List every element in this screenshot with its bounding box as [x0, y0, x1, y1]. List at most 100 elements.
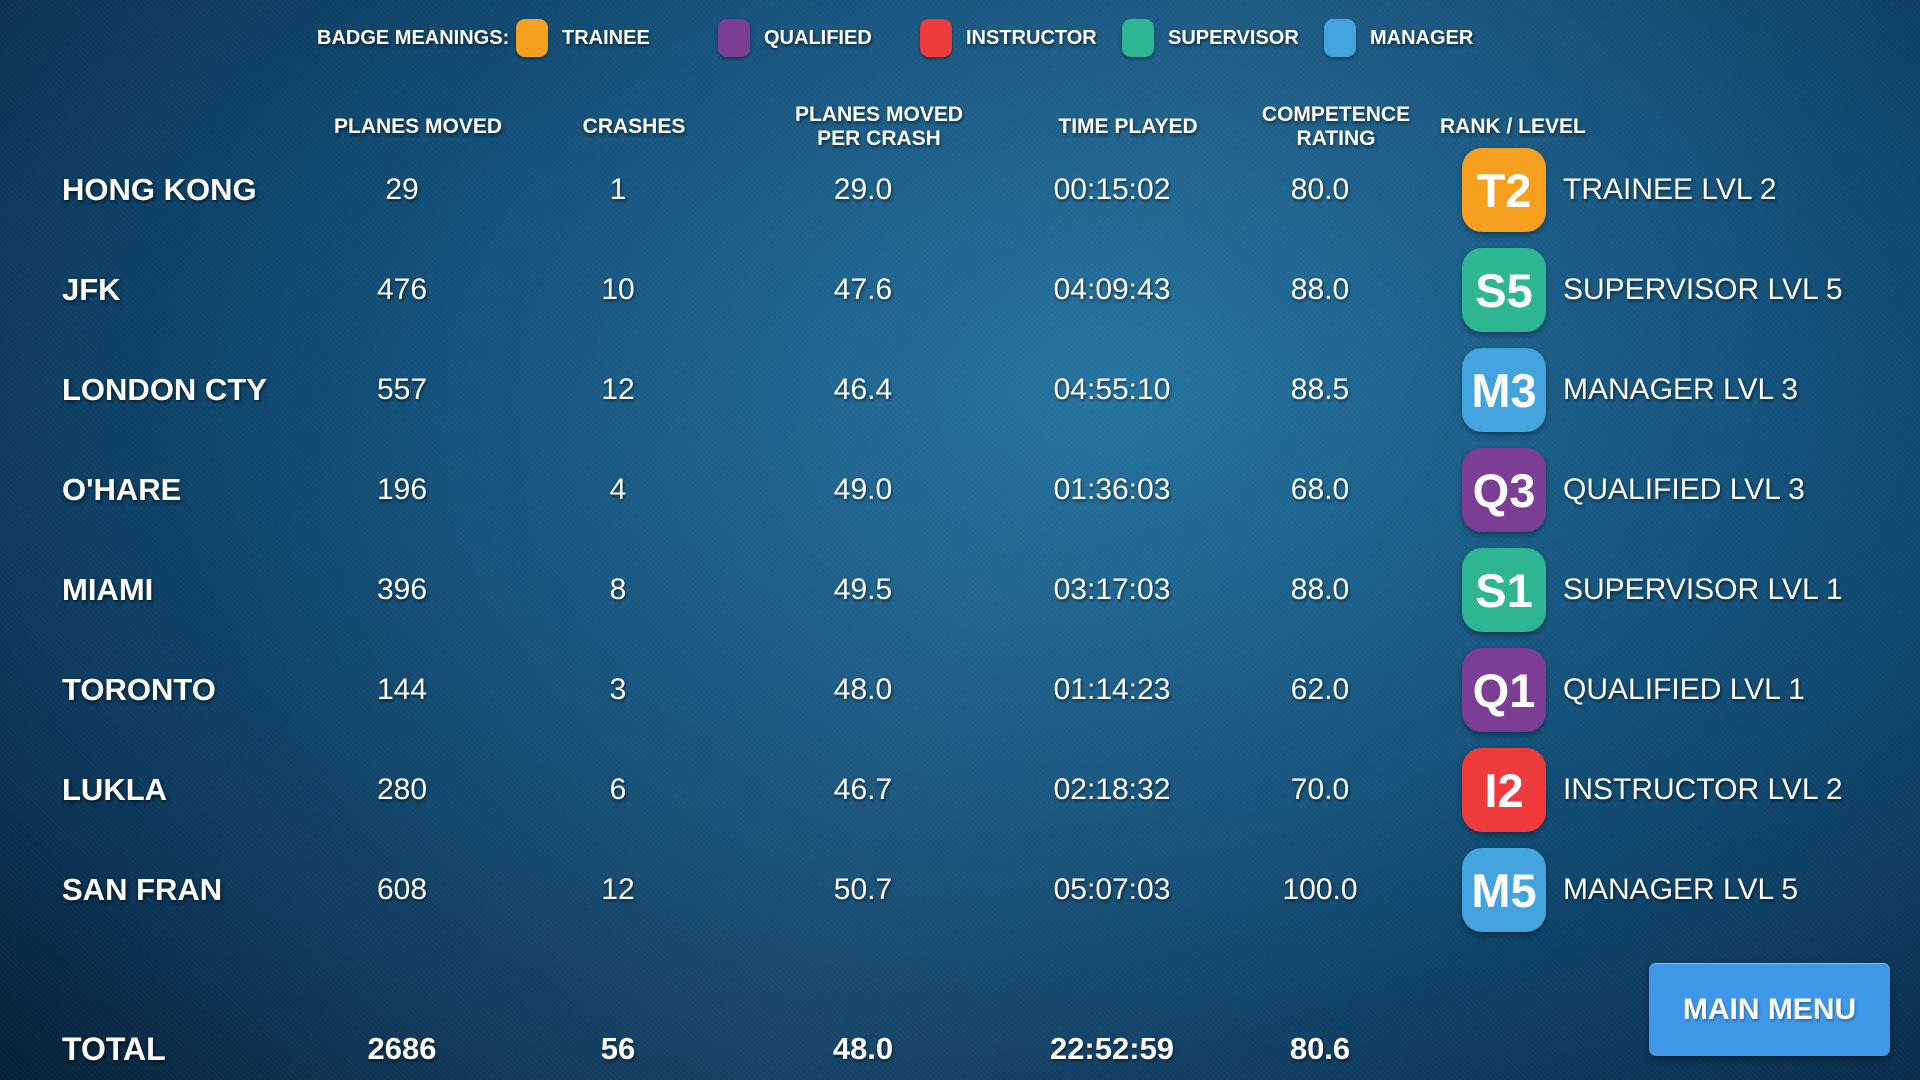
- time-played-value: 05:07:03: [1053, 873, 1171, 906]
- rank-level-label: MANAGER LVL 3: [1563, 373, 1799, 406]
- legend-item-trainee: TRAINEE: [516, 19, 718, 57]
- planes-moved-value: 396: [376, 573, 428, 606]
- crashes-value: 12: [601, 873, 635, 906]
- competence-rating-value: 88.0: [1290, 573, 1350, 606]
- planes-moved-value: 29: [385, 173, 419, 206]
- column-header-rank-level: RANK / LEVEL: [1440, 115, 1586, 138]
- planes-moved-per-crash-value: 29.0: [833, 173, 893, 206]
- legend-item-qualified: QUALIFIED: [718, 19, 920, 57]
- legend-item-instructor: INSTRUCTOR: [920, 19, 1122, 57]
- rank-badge: S5: [1462, 248, 1546, 332]
- planes-moved-per-crash-value: 49.0: [833, 473, 893, 506]
- table-row: MIAMI 396 8 49.5 03:17:03 88.0 S1 SUPERV…: [0, 540, 1920, 640]
- time-played-value: 04:55:10: [1053, 373, 1171, 406]
- airport-name: LUKLA: [62, 772, 168, 807]
- column-header-competence-rating: COMPETENCE RATING: [1261, 103, 1411, 150]
- competence-rating-value: 80.0: [1290, 173, 1350, 206]
- rank-cell: Q3 QUALIFIED LVL 3: [1408, 448, 1920, 532]
- planes-moved-value: 280: [376, 773, 428, 806]
- competence-rating-value: 88.5: [1290, 373, 1350, 406]
- rank-cell: M3 MANAGER LVL 3: [1408, 348, 1920, 432]
- legend-label: QUALIFIED: [764, 26, 872, 49]
- total-planes-moved-per-crash-value: 48.0: [832, 1031, 894, 1066]
- planes-moved-per-crash-value: 48.0: [833, 673, 893, 706]
- rank-cell: M5 MANAGER LVL 5: [1408, 848, 1920, 932]
- planes-moved-per-crash-value: 46.7: [833, 773, 893, 806]
- main-menu-button[interactable]: MAIN MENU: [1649, 963, 1890, 1056]
- crashes-value: 1: [609, 173, 627, 206]
- airport-name: TORONTO: [62, 672, 216, 707]
- airport-name: SAN FRAN: [62, 872, 223, 907]
- competence-rating-value: 62.0: [1290, 673, 1350, 706]
- rank-level-label: INSTRUCTOR LVL 2: [1563, 773, 1843, 806]
- legend-label: SUPERVISOR: [1168, 26, 1299, 49]
- crashes-value: 8: [609, 573, 627, 606]
- rank-cell: Q1 QUALIFIED LVL 1: [1408, 648, 1920, 732]
- table-row: LONDON CTY 557 12 46.4 04:55:10 88.5 M3 …: [0, 340, 1920, 440]
- rank-badge: S1: [1462, 548, 1546, 632]
- rank-cell: I2 INSTRUCTOR LVL 2: [1408, 748, 1920, 832]
- airport-name: MIAMI: [62, 572, 154, 607]
- table-header-row: PLANES MOVED CRASHES PLANES MOVED PER CR…: [0, 103, 1920, 151]
- competence-rating-value: 88.0: [1290, 273, 1350, 306]
- table-row: SAN FRAN 608 12 50.7 05:07:03 100.0 M5 M…: [0, 840, 1920, 940]
- airport-name: JFK: [62, 272, 121, 307]
- crashes-value: 4: [609, 473, 627, 506]
- time-played-value: 04:09:43: [1053, 273, 1171, 306]
- column-header-crashes: CRASHES: [582, 115, 686, 138]
- planes-moved-value: 196: [376, 473, 428, 506]
- rank-cell: S5 SUPERVISOR LVL 5: [1408, 248, 1920, 332]
- planes-moved-value: 144: [376, 673, 428, 706]
- rank-badge: M5: [1462, 848, 1546, 932]
- manager-badge-swatch: [1324, 19, 1356, 57]
- badge-legend: BADGE MEANINGS: TRAINEE QUALIFIED INSTRU…: [317, 12, 1526, 64]
- qualified-badge-swatch: [718, 19, 750, 57]
- planes-moved-value: 476: [376, 273, 428, 306]
- rank-cell: T2 TRAINEE LVL 2: [1408, 148, 1920, 232]
- legend-title: BADGE MEANINGS:: [317, 26, 510, 49]
- planes-moved-value: 608: [376, 873, 428, 906]
- rank-level-label: SUPERVISOR LVL 1: [1563, 573, 1843, 606]
- trainee-badge-swatch: [516, 19, 548, 57]
- total-planes-moved-value: 2686: [367, 1031, 437, 1066]
- airport-name: O'HARE: [62, 472, 182, 507]
- column-header-planes-moved-per-crash: PLANES MOVED PER CRASH: [794, 103, 964, 150]
- rank-badge: M3: [1462, 348, 1546, 432]
- rank-badge: Q1: [1462, 648, 1546, 732]
- instructor-badge-swatch: [920, 19, 952, 57]
- airport-name: LONDON CTY: [62, 372, 267, 407]
- rank-level-label: QUALIFIED LVL 1: [1563, 673, 1805, 706]
- time-played-value: 00:15:02: [1053, 173, 1171, 206]
- time-played-value: 02:18:32: [1053, 773, 1171, 806]
- crashes-value: 10: [601, 273, 635, 306]
- planes-moved-value: 557: [376, 373, 428, 406]
- rank-badge: T2: [1462, 148, 1546, 232]
- legend-item-supervisor: SUPERVISOR: [1122, 19, 1324, 57]
- planes-moved-per-crash-value: 47.6: [833, 273, 893, 306]
- legend-item-manager: MANAGER: [1324, 19, 1526, 57]
- total-competence-rating-value: 80.6: [1289, 1031, 1351, 1066]
- planes-moved-per-crash-value: 49.5: [833, 573, 893, 606]
- table-row: TORONTO 144 3 48.0 01:14:23 62.0 Q1 QUAL…: [0, 640, 1920, 740]
- total-label: TOTAL: [62, 1030, 166, 1067]
- competence-rating-value: 68.0: [1290, 473, 1350, 506]
- competence-rating-value: 70.0: [1290, 773, 1350, 806]
- airport-name: HONG KONG: [62, 172, 257, 207]
- total-time-played-value: 22:52:59: [1049, 1031, 1175, 1066]
- rank-level-label: TRAINEE LVL 2: [1563, 173, 1777, 206]
- crashes-value: 6: [609, 773, 627, 806]
- rank-level-label: SUPERVISOR LVL 5: [1563, 273, 1843, 306]
- time-played-value: 03:17:03: [1053, 573, 1171, 606]
- planes-moved-per-crash-value: 46.4: [833, 373, 893, 406]
- table-row: HONG KONG 29 1 29.0 00:15:02 80.0 T2 TRA…: [0, 140, 1920, 240]
- crashes-value: 12: [601, 373, 635, 406]
- column-header-time-played: TIME PLAYED: [1058, 115, 1198, 138]
- time-played-value: 01:36:03: [1053, 473, 1171, 506]
- total-crashes-value: 56: [600, 1031, 636, 1066]
- table-row: LUKLA 280 6 46.7 02:18:32 70.0 I2 INSTRU…: [0, 740, 1920, 840]
- total-row: TOTAL 2686 56 48.0 22:52:59 80.6: [0, 1008, 1920, 1080]
- rank-badge: I2: [1462, 748, 1546, 832]
- supervisor-badge-swatch: [1122, 19, 1154, 57]
- legend-label: TRAINEE: [562, 26, 650, 49]
